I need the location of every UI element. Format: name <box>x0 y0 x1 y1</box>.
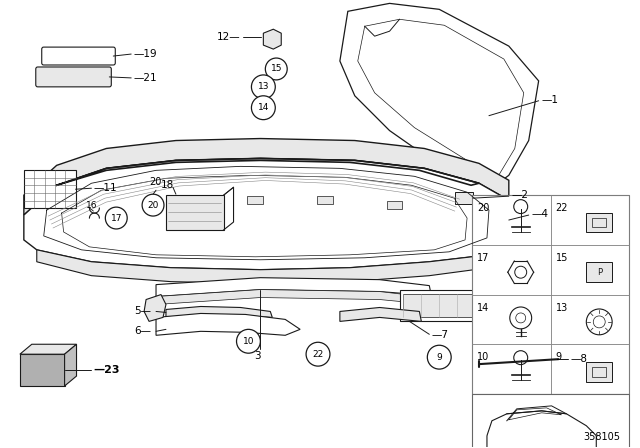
Text: —21: —21 <box>133 73 157 83</box>
Text: —7: —7 <box>431 330 448 340</box>
Circle shape <box>237 329 260 353</box>
Text: 16: 16 <box>86 201 97 210</box>
Text: 20: 20 <box>477 203 490 213</box>
Circle shape <box>474 361 480 367</box>
Text: 9: 9 <box>556 352 562 362</box>
Bar <box>472 245 550 294</box>
Bar <box>550 195 629 245</box>
Polygon shape <box>24 138 509 215</box>
Polygon shape <box>156 289 431 305</box>
Text: P: P <box>596 268 602 277</box>
Text: —8: —8 <box>570 354 588 364</box>
Bar <box>178 196 194 204</box>
Circle shape <box>266 58 287 80</box>
Polygon shape <box>340 307 421 321</box>
Text: 5—: 5— <box>134 306 151 316</box>
Text: —2: —2 <box>512 190 529 200</box>
Bar <box>550 245 629 294</box>
Bar <box>248 196 263 204</box>
Polygon shape <box>156 278 431 297</box>
Text: —11: —11 <box>93 183 117 193</box>
Bar <box>592 366 606 377</box>
Bar <box>586 362 612 382</box>
Bar <box>472 294 550 344</box>
Text: 22: 22 <box>556 203 568 213</box>
Circle shape <box>142 194 164 216</box>
Text: 15: 15 <box>556 253 568 263</box>
Circle shape <box>306 342 330 366</box>
Bar <box>387 201 403 209</box>
Text: —1: —1 <box>541 95 559 105</box>
Text: 22: 22 <box>312 350 324 359</box>
Bar <box>24 170 76 208</box>
Bar <box>592 218 606 228</box>
Text: —4: —4 <box>532 209 548 219</box>
FancyBboxPatch shape <box>36 67 111 87</box>
Bar <box>472 344 550 394</box>
Text: 358105: 358105 <box>583 432 620 442</box>
Circle shape <box>252 75 275 99</box>
Bar <box>455 192 473 204</box>
Bar <box>403 293 475 318</box>
Polygon shape <box>24 159 509 270</box>
Bar <box>586 212 612 233</box>
Text: 9: 9 <box>436 353 442 362</box>
Bar <box>550 294 629 344</box>
Text: 18: 18 <box>161 180 174 190</box>
Text: 17: 17 <box>477 253 490 263</box>
Text: 17: 17 <box>111 214 122 223</box>
Text: 12—: 12— <box>217 32 241 42</box>
Text: 10: 10 <box>243 337 254 346</box>
Polygon shape <box>166 306 272 318</box>
Polygon shape <box>36 240 509 284</box>
Bar <box>472 195 629 394</box>
Bar <box>166 195 223 230</box>
Text: 13: 13 <box>556 302 568 313</box>
Circle shape <box>106 207 127 229</box>
Bar <box>586 262 612 282</box>
Polygon shape <box>20 344 77 354</box>
Circle shape <box>428 345 451 369</box>
Bar <box>550 344 629 394</box>
Text: —19: —19 <box>133 49 157 59</box>
Circle shape <box>252 96 275 120</box>
Text: 15: 15 <box>271 65 282 73</box>
Polygon shape <box>263 29 281 49</box>
Text: 10: 10 <box>477 352 489 362</box>
Bar <box>317 196 333 204</box>
Text: 3: 3 <box>254 351 260 361</box>
Text: 20: 20 <box>147 201 159 210</box>
Text: 6—: 6— <box>134 326 151 336</box>
Text: 14: 14 <box>477 302 489 313</box>
Polygon shape <box>156 314 300 335</box>
Bar <box>472 394 629 448</box>
Bar <box>399 289 479 321</box>
Text: 20: 20 <box>149 177 161 187</box>
Bar <box>20 354 65 386</box>
Bar <box>472 195 550 245</box>
Polygon shape <box>340 4 539 190</box>
Text: —23: —23 <box>93 365 120 375</box>
Text: 13: 13 <box>258 82 269 91</box>
Text: 14: 14 <box>258 103 269 112</box>
Polygon shape <box>144 294 166 321</box>
Polygon shape <box>65 344 77 386</box>
